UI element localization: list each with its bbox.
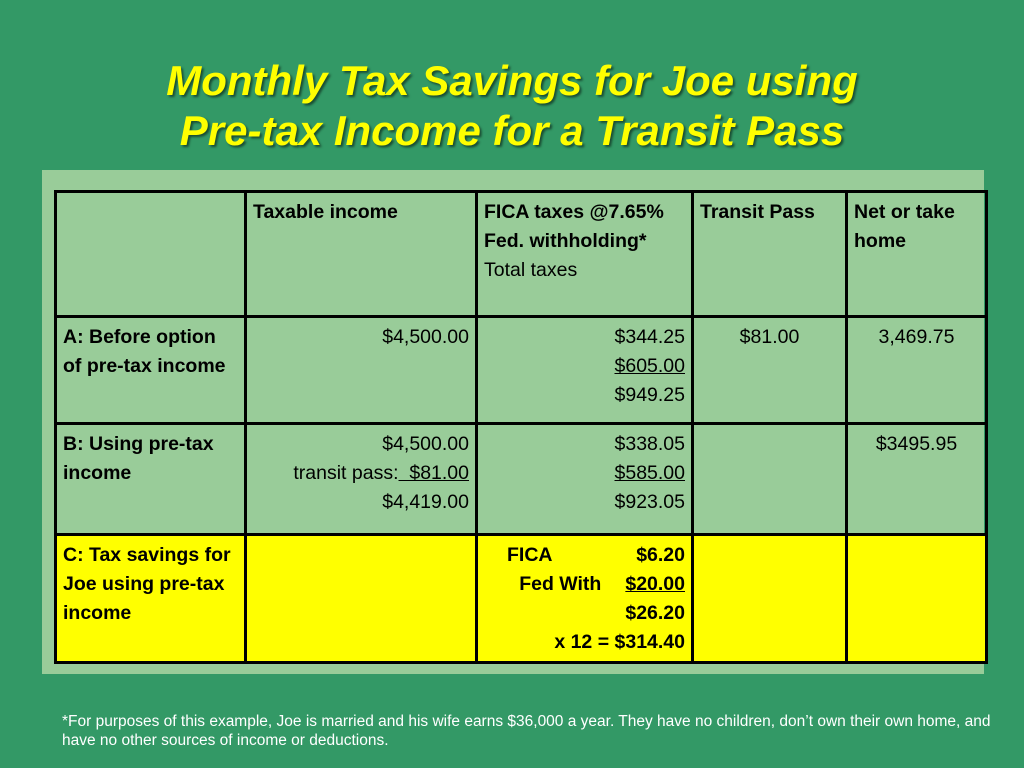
header-fed-line: Fed. withholding*: [484, 230, 647, 252]
row-c-label: C: Tax savings for Joe using pre-tax inc…: [54, 533, 247, 664]
row-c-net-empty: [845, 533, 988, 664]
header-net-take-home: Net or take home: [845, 190, 988, 318]
row-b-transit-label: transit pass:: [293, 462, 399, 484]
row-c-fed-line: Fed With $20.00: [484, 570, 685, 599]
row-a-fica: $344.25: [614, 326, 686, 348]
row-c-savings: FICA $6.20 Fed With $20.00 $26.20 x 12 = $…: [475, 533, 694, 664]
header-total-line: Total taxes: [484, 259, 578, 281]
row-b-transit-amount: $81.00: [398, 462, 469, 484]
header-taxable-income: Taxable income: [244, 190, 478, 318]
table-row-a: A: Before option of pre-tax income $4,50…: [54, 315, 988, 425]
row-c-fed-value: $20.00: [625, 573, 685, 595]
header-fica-line: FICA taxes @7.65%: [484, 201, 664, 223]
row-c-annual-savings: x 12 = $314.40: [554, 631, 685, 653]
header-fica-taxes: FICA taxes @7.65% Fed. withholding* Tota…: [475, 190, 694, 318]
row-a-label: A: Before option of pre-tax income: [54, 315, 247, 425]
row-a-fed-withholding: $605.00: [614, 355, 686, 377]
header-empty-cell: [54, 190, 247, 318]
slide-title: Monthly Tax Savings for Joe using Pre-ta…: [0, 56, 1024, 156]
row-b-transit-deduction: transit pass: $81.00: [253, 459, 469, 488]
row-b-transit-pass: [691, 422, 848, 536]
row-b-net: $3495.95: [845, 422, 988, 536]
row-c-total-savings: $26.20: [625, 602, 685, 624]
row-c-transit-empty: [691, 533, 848, 664]
row-a-transit-pass: $81.00: [691, 315, 848, 425]
row-c-fica-value: $6.20: [636, 544, 685, 566]
row-b-label: B: Using pre-tax income: [54, 422, 247, 536]
row-b-taxable-after: $4,419.00: [382, 491, 469, 513]
title-line-2: Pre-tax Income for a Transit Pass: [179, 107, 845, 154]
row-a-taxable-income: $4,500.00: [244, 315, 478, 425]
row-b-total-taxes: $923.05: [614, 491, 686, 513]
tax-savings-table: Taxable income FICA taxes @7.65% Fed. wi…: [54, 190, 988, 664]
row-a-total-taxes: $949.25: [614, 384, 686, 406]
table-row-b: B: Using pre-tax income $4,500.00 transi…: [54, 422, 988, 536]
header-transit-pass: Transit Pass: [691, 190, 848, 318]
row-a-net: 3,469.75: [845, 315, 988, 425]
row-c-taxable-empty: [244, 533, 478, 664]
table-row-c: C: Tax savings for Joe using pre-tax inc…: [54, 533, 988, 664]
row-b-fed-withholding: $585.00: [614, 462, 686, 484]
row-c-fica-label: FICA: [507, 544, 553, 566]
footnote: *For purposes of this example, Joe is ma…: [62, 713, 991, 749]
row-b-fica: $338.05: [614, 433, 686, 455]
row-c-fica-line: FICA $6.20: [484, 541, 685, 570]
table-header-row: Taxable income FICA taxes @7.65% Fed. wi…: [54, 190, 988, 318]
row-c-fed-label: Fed With: [519, 573, 602, 595]
title-line-1: Monthly Tax Savings for Joe using: [166, 57, 858, 104]
row-a-taxes: $344.25 $605.00 $949.25: [475, 315, 694, 425]
row-b-taxable: $4,500.00: [382, 433, 469, 455]
row-b-taxes: $338.05 $585.00 $923.05: [475, 422, 694, 536]
row-b-taxable-income: $4,500.00 transit pass: $81.00 $4,419.00: [244, 422, 478, 536]
